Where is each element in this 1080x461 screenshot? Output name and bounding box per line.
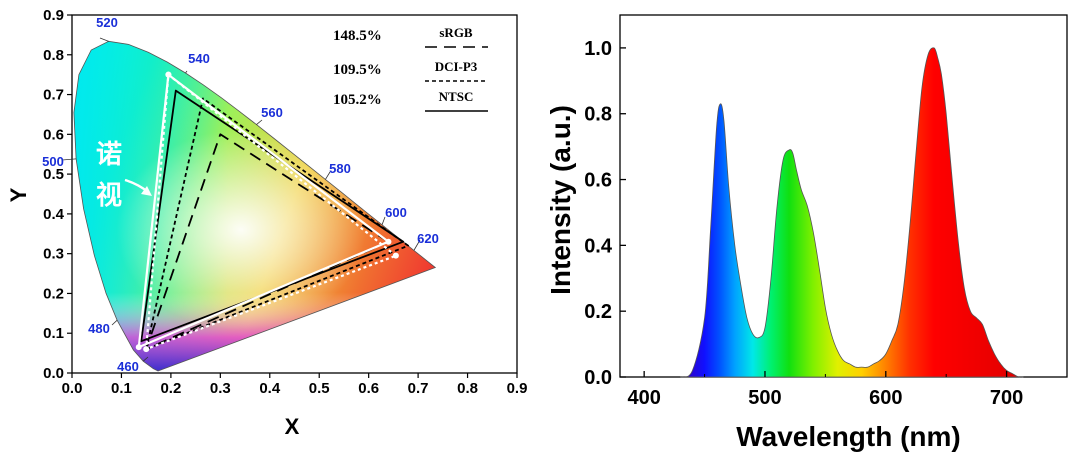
wavelength-tick [256,119,263,125]
wavelength-tick [99,37,109,42]
legend-ratio-srgb: 148.5% [333,28,382,44]
y-tick-label: 0.4 [43,206,65,223]
gamut-triangle-white-4 [145,73,397,351]
wavelength-label-500: 500 [42,154,64,169]
x-tick-label: 0.3 [210,380,231,397]
x-tick-label: 0.5 [309,380,330,397]
y-tick-label: 0.2 [584,301,612,323]
wavelength-tick [111,319,118,326]
wavelength-label-560: 560 [261,105,283,120]
x-axis-label: Wavelength (nm) [736,421,961,452]
wavelength-label-580: 580 [329,161,351,176]
legend-name-dci-p3: DCI-P3 [435,59,478,74]
x-axis-label: X [285,414,300,439]
wavelength-tick [381,216,386,225]
x-tick-label: 0.6 [358,380,379,397]
y-axis-label: Intensity (a.u.) [545,105,576,295]
gamut-vertex [135,344,142,351]
x-tick-label: 0.9 [507,380,528,397]
y-tick-label: 0.8 [584,104,612,126]
y-tick-label: 0.9 [43,7,64,24]
gamut-vertex [385,238,392,245]
y-tick-label: 0.6 [43,126,64,143]
y-tick-label: 0.0 [584,367,612,389]
legend-ratio-ntsc: 105.2% [333,92,382,108]
wavelength-tick [325,171,331,180]
overlay-text-char-1: 诺 [96,140,122,170]
spectrum-plot-frame [619,14,1068,378]
wavelength-tick [61,158,77,161]
wavelength-tick [185,70,188,74]
legend-name-srgb: sRGB [439,25,473,40]
arrow-head-icon [141,186,152,196]
gamut-vertex [143,346,150,353]
legend-name-ntsc: NTSC [439,89,474,104]
x-tick-label: 0.2 [160,380,181,397]
x-tick-label: 0.4 [259,380,281,397]
cie-chart: 0.0 0.1 0.2 0.3 0.4 0.5 0.6 0.7 0.8 0.9 0.0 0.1 0.2 0… [6,7,527,439]
spectrum-chart: 400 500 600 700 0.0 0.2 0.4 0.6 0.8 1.0 Wavelength… [545,14,1068,452]
spectrum-area [680,47,1024,378]
x-tick-label: 0.8 [457,380,478,397]
legend-ratio-dci-p3: 109.5% [333,62,382,78]
y-tick-label: 0.1 [43,325,64,342]
wavelength-label-480: 480 [88,321,110,336]
gamut-vertex [165,71,172,78]
y-tick-label: 0.6 [584,170,612,192]
wavelength-label-600: 600 [385,205,407,220]
x-tick-label: 700 [990,387,1023,409]
gamut-triangle-white-3 [137,73,390,349]
cie-plot-frame [71,14,518,374]
y-tick-label: 0.5 [43,166,64,183]
x-tick-label: 0.7 [408,380,429,397]
y-tick-label: 0.2 [43,285,64,302]
gamut-vertex [392,252,399,259]
wavelength-label-540: 540 [188,51,210,66]
wavelength-label-460: 460 [117,359,139,374]
x-tick-label: 400 [627,387,660,409]
y-tick-label: 0.8 [43,47,64,64]
y-axis-label: Y [6,187,31,202]
gamut-triangle-srgb [145,133,390,350]
x-tick-label: 600 [869,387,902,409]
wavelength-label-620: 620 [417,231,439,246]
y-tick-label: 1.0 [584,38,612,60]
wavelength-label-520: 520 [96,15,118,30]
gamut-triangle-dci-p3 [145,97,410,350]
x-tick-label: 500 [748,387,781,409]
y-tick-label: 0.7 [43,87,64,104]
x-tick-label: 0.0 [62,380,83,397]
overlay-text-char-2: 视 [96,181,122,211]
wavelength-tick [142,356,149,362]
wavelength-tick [413,239,421,251]
x-tick-label: 0.1 [111,380,132,397]
y-tick-label: 0.0 [43,365,64,382]
spectral-locus [73,40,437,372]
y-tick-label: 0.3 [43,246,64,263]
y-tick-label: 0.4 [584,235,613,257]
